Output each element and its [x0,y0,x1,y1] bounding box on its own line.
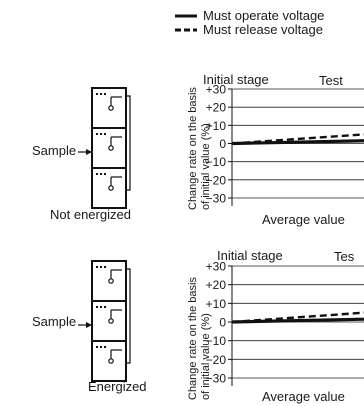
average-value-label: Average value [262,212,345,227]
y-axis: +30 +20 +10 0 −10 −20 −30 [206,83,233,206]
sample-label: Sample [32,314,76,329]
series-must-release-line [231,133,364,145]
y-tick-label: +10 [206,297,227,311]
relay-terminal [100,346,102,348]
relay-terminal [104,93,106,95]
relay-terminal [104,173,106,175]
wiring-bracket [126,95,131,191]
y-axis-label-line2: of initial value (%) [200,313,212,400]
y-tick-label: +20 [206,278,227,292]
sample-arrow-head [86,322,92,328]
y-tick-label: −10 [206,155,227,169]
average-value-label: Average value [262,389,345,404]
relay-terminal [100,93,102,95]
legend: Must operate voltage Must release voltag… [175,8,324,37]
y-tick-label: +20 [206,101,227,115]
initial-stage-label: Initial stage [217,248,283,263]
relay-terminal [96,266,98,268]
y-tick-label: +30 [206,260,227,274]
series-must-operate-line [231,317,364,324]
condition-label: Energized [88,379,147,394]
sample-arrow-head [86,149,92,155]
relay-terminal [100,173,102,175]
y-axis-label-line2: of initial value (%) [200,123,212,210]
condition-label: Not energized [50,207,131,222]
relay-terminal [96,173,98,175]
y-tick-label: −30 [206,192,227,206]
y-tick-label: −20 [206,353,227,367]
y-axis-label-line1: Change rate on the basis [187,87,199,210]
relay-terminal [96,306,98,308]
relay-terminal [96,346,98,348]
y-tick-label: +10 [206,119,227,133]
plot-area [231,265,364,379]
legend-label-release: Must release voltage [203,22,323,37]
relay-terminal [96,133,98,135]
plot-area [231,88,364,199]
series-must-operate-line [231,139,364,146]
panel-energized: Sample Energized Change rate on the basi… [32,248,364,404]
y-axis: +30 +20 +10 0 −10 −20 −30 [206,260,233,386]
relay-terminal [104,133,106,135]
y-tick-label: −20 [206,173,227,187]
legend-label-operate: Must operate voltage [203,8,324,23]
relay-terminal [104,346,106,348]
y-tick-label: +30 [206,83,227,97]
panel-not-energized: Sample Not energized Change rate on the … [32,72,364,227]
y-tick-label: −30 [206,372,227,386]
y-tick-label: 0 [219,316,226,330]
sample-label: Sample [32,143,76,158]
wiring-bracket [126,268,131,364]
relay-terminal [104,266,106,268]
relay-stack [78,87,131,209]
y-tick-label: −10 [206,334,227,348]
test-label: Test [319,73,343,88]
initial-stage-label: Initial stage [203,72,269,87]
relay-terminal [100,133,102,135]
test-label: Tes [334,249,355,264]
relay-terminal [100,306,102,308]
relay-terminal [104,306,106,308]
series-must-release-line [231,311,364,324]
relay-stack [78,260,131,382]
y-tick-label: 0 [219,137,226,151]
y-axis-label-line1: Change rate on the basis [187,277,199,400]
relay-terminal [96,93,98,95]
relay-terminal [100,266,102,268]
